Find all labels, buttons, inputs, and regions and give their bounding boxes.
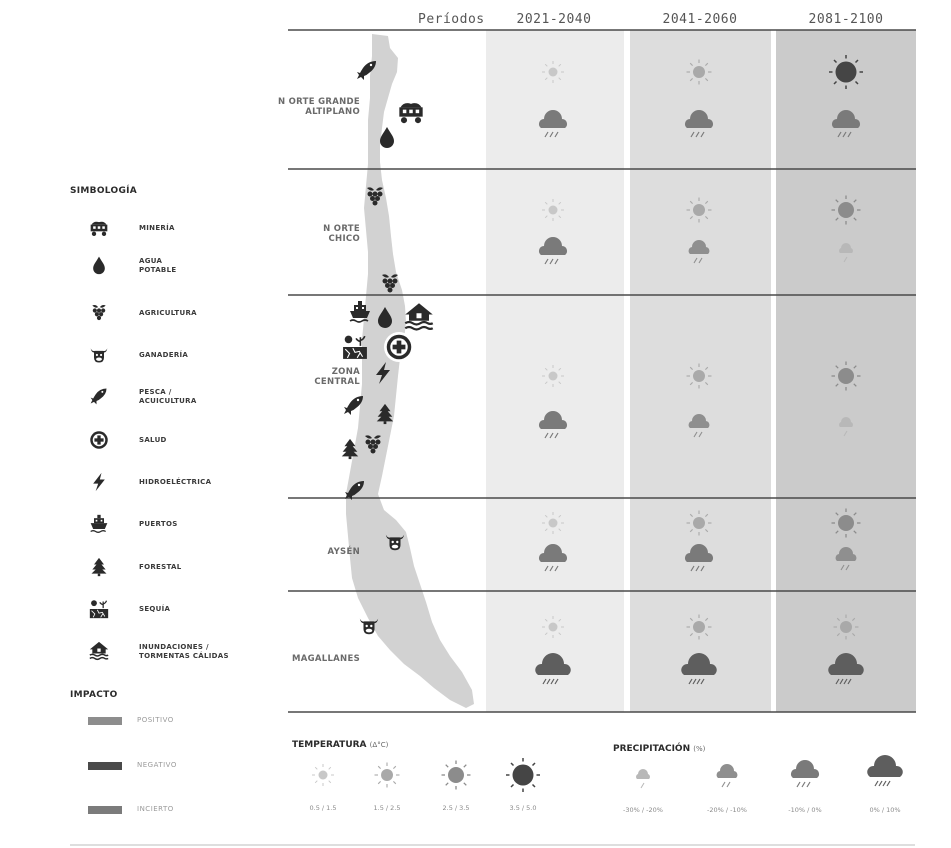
health-cross-icon (386, 334, 412, 360)
precipitation-unit: (%) (693, 745, 706, 753)
legend-title: SIMBOLOGÍA (70, 186, 138, 196)
legend-fish-icon (90, 388, 107, 405)
legend-label-line: SEQUÍA (139, 605, 171, 613)
legend-label-line: POTABLE (139, 266, 177, 274)
legend-label: SEQUÍA (139, 605, 170, 614)
periods-label: Períodos (418, 12, 485, 27)
region-label-line: ALTIPLANO (305, 107, 360, 117)
legend-label-line: MINERÍA (139, 224, 175, 232)
legend-label-line: TORMENTAS CÁLIDAS (139, 652, 229, 660)
legend-label-line: SALUD (139, 436, 167, 444)
region-label-line: N ORTE GRANDE (277, 97, 360, 107)
temperature-level-icon (440, 759, 472, 791)
legend-label-line: HIDROELÉCTRICA (139, 478, 212, 486)
region-label-line: ZONA (331, 367, 360, 377)
impact-label: POSITIVO (137, 716, 174, 724)
legend-label: PUERTOS (139, 520, 178, 529)
region-separator-lines (288, 29, 916, 713)
legend-label-line: AGRICULTURA (139, 309, 197, 317)
region-label-norte-grande: N ORTE GRANDE ALTIPLANO (250, 97, 360, 117)
precipitation-level-label: -10% / 0% (788, 806, 822, 814)
temperature-unit: (Δ°C) (369, 741, 389, 749)
impact-label: NEGATIVO (137, 761, 177, 769)
impact-swatch-incierto (88, 806, 122, 814)
legend-label-line: ACUICULTURA (139, 397, 197, 405)
legend-label: GANADERÍA (139, 351, 188, 360)
precipitation-level-icon (866, 754, 904, 787)
region-label-line: N ORTE (323, 224, 360, 234)
mining-cart-icon (399, 103, 423, 124)
legend-drought-icon (89, 599, 109, 619)
precipitation-level-icon (790, 759, 820, 788)
chile-map (346, 34, 474, 708)
legend-label-line: AGUA (139, 257, 163, 265)
legend-lightning-icon (93, 472, 105, 492)
legend-health-cross-icon (90, 431, 108, 449)
legend-label: HIDROELÉCTRICA (139, 478, 211, 487)
legend-label-line: PESCA / (139, 388, 172, 396)
map-icons (341, 61, 434, 635)
temperature-level-icon (505, 757, 541, 793)
impact-label: INCIERTO (137, 805, 174, 813)
temperature-level-icon (311, 763, 335, 787)
temperature-level-label: 2.5 / 3.5 (442, 804, 470, 812)
impact-swatches (88, 717, 122, 814)
region-label-magallanes: MAGALLANES (250, 654, 360, 664)
period-header-3: 2081-2100 (808, 12, 884, 27)
water-drop-icon (380, 127, 394, 148)
drought-icon (342, 334, 368, 360)
temperature-level-label: 3.5 / 5.0 (509, 804, 537, 812)
legend-cow-head-icon (90, 348, 108, 363)
period-header-2: 2041-2060 (662, 12, 738, 27)
region-label-aysen: AYSÉN (250, 547, 360, 557)
impact-title: IMPACTO (70, 690, 118, 700)
temperature-level-icon (373, 761, 401, 789)
period-column-1 (486, 30, 624, 712)
temperature-level-label: 1.5 / 2.5 (373, 804, 401, 812)
region-label-line: CENTRAL (314, 377, 360, 387)
legend-label: AGUA POTABLE (139, 257, 176, 275)
flood-house-icon (404, 302, 434, 331)
precipitation-level-icon (635, 768, 651, 789)
precipitation-scale-title: PRECIPITACIÓN (%) (613, 744, 705, 754)
impact-swatch-negativo (88, 762, 122, 770)
legend-label: AGRICULTURA (139, 309, 197, 318)
temperature-title-text: TEMPERATURA (292, 740, 367, 750)
legend-label: INUNDACIONES / TORMENTAS CÁLIDAS (139, 643, 229, 661)
precipitation-level-label: 0% / 10% (869, 806, 901, 814)
temperature-scale (311, 757, 541, 793)
precipitation-level-label: -20% / -10% (707, 806, 747, 814)
temperature-scale-title: TEMPERATURA (Δ°C) (292, 740, 388, 750)
legend-label: PESCA / ACUICULTURA (139, 388, 197, 406)
precipitation-level-icon (716, 763, 738, 788)
legend-label: MINERÍA (139, 224, 175, 233)
region-label-norte-chico: N ORTE CHICO (250, 224, 360, 244)
legend-ship-icon (89, 514, 109, 533)
legend-label-line: PUERTOS (139, 520, 178, 528)
legend-water-drop-icon (93, 256, 105, 275)
precipitation-scale (635, 754, 904, 789)
legend-label-line: FORESTAL (139, 563, 182, 571)
impact-swatch-positivo (88, 717, 122, 725)
legend-mining-cart-icon (90, 221, 108, 236)
legend-label-line: INUNDACIONES / (139, 643, 209, 651)
legend-icons (89, 221, 109, 661)
region-label-line: CHICO (328, 234, 360, 244)
precipitation-level-label: -30% / -20% (623, 806, 663, 814)
region-label-line: AYSÉN (327, 547, 360, 557)
region-label-zona-central: ZONA CENTRAL (250, 367, 360, 387)
legend-flood-house-icon (89, 641, 109, 661)
legend-label: SALUD (139, 436, 167, 445)
legend-tree-icon (91, 557, 107, 577)
legend-label: FORESTAL (139, 563, 181, 572)
temperature-level-label: 0.5 / 1.5 (309, 804, 337, 812)
legend-grapes-icon (92, 304, 106, 321)
precipitation-title-text: PRECIPITACIÓN (613, 744, 691, 754)
period-header-1: 2021-2040 (516, 12, 592, 27)
legend-label-line: GANADERÍA (139, 351, 189, 359)
region-label-line: MAGALLANES (291, 654, 360, 664)
